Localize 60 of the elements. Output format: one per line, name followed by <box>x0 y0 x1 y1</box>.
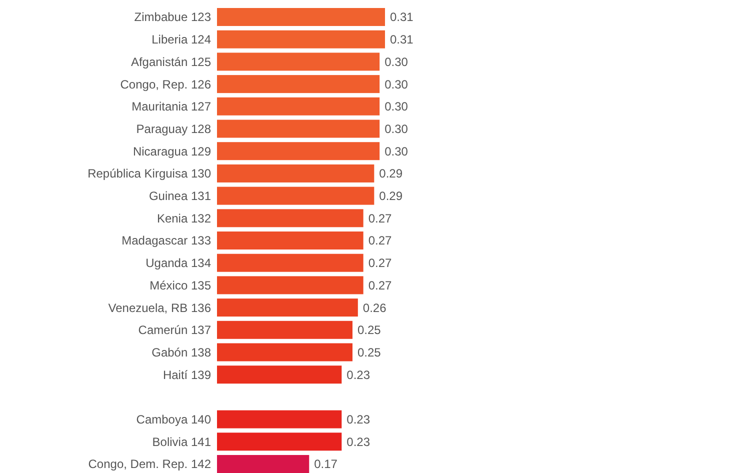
bar <box>217 75 380 94</box>
bar <box>217 276 364 294</box>
y-tick-label: Camerún 137 <box>138 323 212 338</box>
bar <box>217 343 352 362</box>
bar <box>217 120 380 138</box>
y-tick-label: Camboya 140 <box>136 412 212 426</box>
bar <box>217 232 364 250</box>
data-label: 0.30 <box>384 122 408 136</box>
y-tick-label: Haití 139 <box>162 368 212 382</box>
data-label: 0.23 <box>346 368 370 382</box>
data-label: 0.27 <box>368 278 392 292</box>
data-label: 0.29 <box>379 166 403 181</box>
bar <box>217 455 310 473</box>
y-tick-label: Madagascar 133 <box>122 234 212 248</box>
bar <box>217 410 342 428</box>
y-tick-label: Mauritania 127 <box>132 100 212 114</box>
bar <box>217 298 358 317</box>
bar <box>217 254 364 272</box>
y-tick-label: Venezuela, RB 136 <box>108 300 212 315</box>
bar <box>217 164 374 182</box>
data-label: 0.29 <box>379 189 403 203</box>
y-tick-label: Liberia 124 <box>152 32 212 47</box>
y-tick-label: Congo, Rep. 126 <box>120 77 212 92</box>
data-label: 0.23 <box>346 412 370 426</box>
y-tick-label: Bolivia 141 <box>152 434 212 449</box>
data-label: 0.26 <box>362 300 387 315</box>
data-label: 0.27 <box>368 256 392 270</box>
bar <box>217 320 352 339</box>
data-label: 0.25 <box>357 323 382 338</box>
y-tick-label: Paraguay 128 <box>136 122 212 136</box>
data-label: 0.27 <box>368 234 392 248</box>
data-label: 0.30 <box>384 77 408 92</box>
data-label: 0.30 <box>384 144 408 158</box>
bar <box>217 97 380 116</box>
data-label: 0.17 <box>314 457 338 472</box>
y-tick-label: México 135 <box>150 278 212 292</box>
bar <box>217 30 385 48</box>
bar <box>217 8 385 26</box>
bar <box>217 142 380 160</box>
y-tick-label: Afganistán 125 <box>130 54 212 69</box>
data-label: 0.27 <box>368 211 392 226</box>
bar <box>217 52 380 71</box>
y-tick-label: Uganda 134 <box>146 256 212 270</box>
bar <box>217 432 342 451</box>
bar <box>217 366 342 384</box>
data-label: 0.23 <box>346 434 370 449</box>
data-label: 0.31 <box>390 10 414 24</box>
bar <box>217 209 364 228</box>
y-tick-label: Zimbabue 123 <box>134 10 212 24</box>
y-tick-label: República Kirguisa 130 <box>88 166 212 181</box>
data-label: 0.30 <box>384 100 408 114</box>
data-label: 0.31 <box>390 32 414 47</box>
data-label: 0.25 <box>357 345 382 360</box>
y-tick-label: Gabón 138 <box>152 345 212 360</box>
y-tick-label: Kenia 132 <box>156 211 212 226</box>
y-tick-label: Congo, Dem. Rep. 142 <box>88 457 212 472</box>
y-tick-label: Nicaragua 129 <box>132 144 212 158</box>
data-label: 0.30 <box>384 54 408 69</box>
bar <box>217 186 374 205</box>
y-tick-label: Guinea 131 <box>148 189 212 203</box>
